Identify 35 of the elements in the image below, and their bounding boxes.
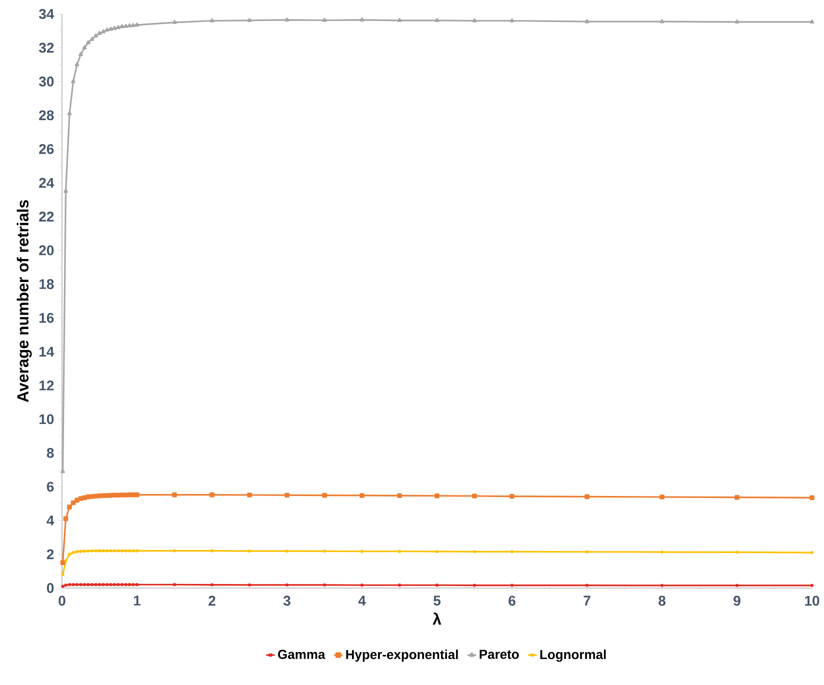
y-tick-label: 10 — [40, 414, 54, 424]
y-tick-label: 34 — [38, 9, 54, 19]
legend-label: Lognormal — [540, 650, 606, 662]
x-tick-label: 8 — [658, 596, 666, 606]
x-tick-label: 10 — [805, 596, 820, 606]
y-tick-label: 12 — [40, 380, 54, 390]
x-axis-title: λ — [432, 612, 442, 625]
y-tick-label: 2 — [46, 549, 54, 560]
x-tick-label: 6 — [508, 596, 516, 606]
x-tick-label: 0 — [58, 596, 66, 606]
y-tick-label: 8 — [46, 448, 54, 458]
x-tick-label: 1 — [134, 596, 141, 606]
y-tick-label: 32 — [38, 42, 54, 53]
y-tick-label: 16 — [40, 312, 54, 323]
y-tick-label: 18 — [40, 279, 54, 290]
y-tick-label: 0 — [46, 583, 54, 593]
legend-label: Hyper-exponential — [346, 650, 458, 662]
y-tick-label: 20 — [39, 245, 54, 256]
y-tick-label: 14 — [40, 346, 54, 356]
y-tick-label: 4 — [46, 516, 54, 526]
y-tick-label: 6 — [46, 482, 54, 492]
y-tick-label: 28 — [39, 110, 54, 120]
x-tick-label: 3 — [283, 596, 290, 606]
x-tick-label: 9 — [734, 596, 740, 606]
x-tick-label: 7 — [584, 596, 590, 606]
x-tick-label: 5 — [434, 596, 441, 606]
y-tick-label: 22 — [39, 212, 54, 222]
y-tick-label: 26 — [39, 144, 54, 154]
y-tick-label: 30 — [38, 76, 54, 86]
y-tick-label: 24 — [39, 178, 54, 188]
legend-label: Gamma — [278, 650, 326, 659]
legend-label: Pareto — [480, 650, 519, 659]
x-tick-label: 2 — [208, 596, 216, 606]
y-axis-title: Average number of retrials — [16, 200, 32, 402]
x-tick-label: 4 — [358, 596, 366, 606]
